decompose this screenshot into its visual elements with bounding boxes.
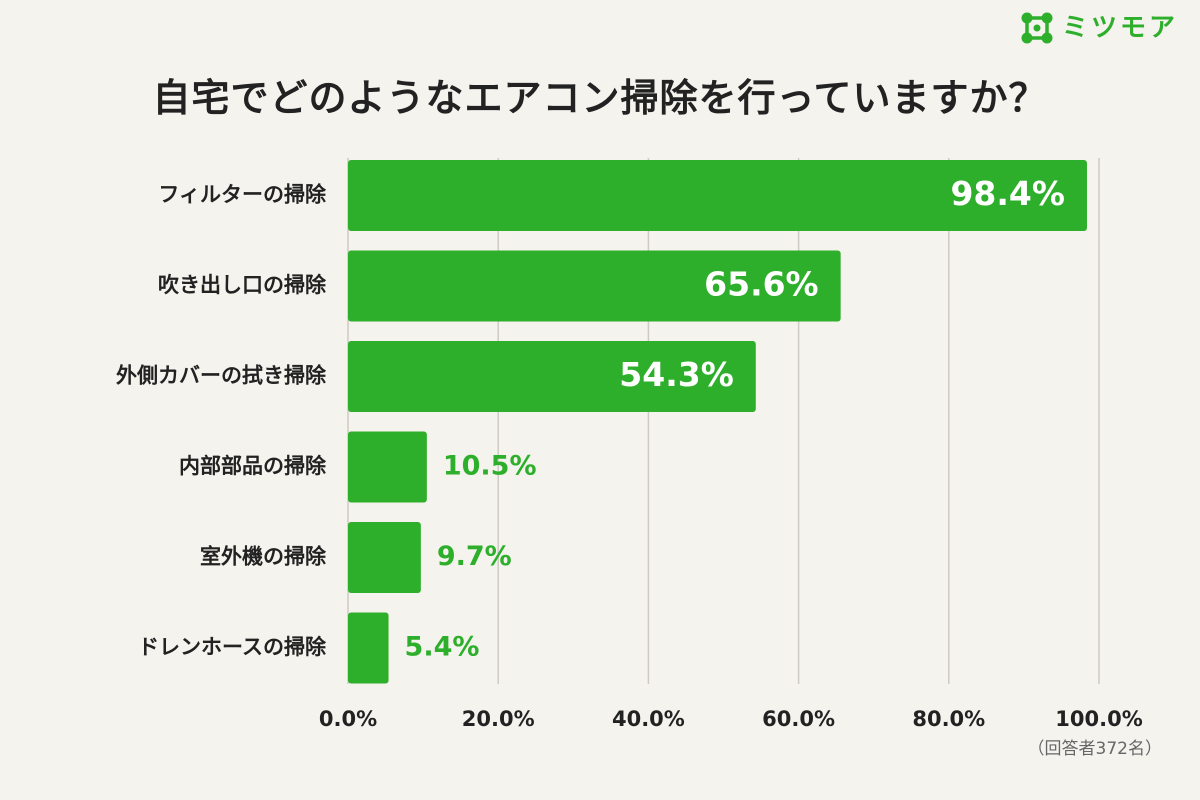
x-axis-tick-labels: 0.0% 20.0% 40.0% 60.0% 80.0% 100.0%: [319, 707, 1143, 731]
value-label: 65.6%: [704, 265, 819, 304]
value-label: 54.3%: [619, 355, 734, 394]
bar: [348, 250, 841, 322]
value-label: 9.7%: [437, 541, 512, 572]
category-label: 内部部品の掃除: [179, 454, 327, 478]
x-tick-label: 100.0%: [1055, 707, 1142, 731]
chart-title: 自宅でどのようなエアコン掃除を行っていますか？: [152, 76, 1048, 120]
bar: [348, 160, 1087, 231]
bars: [348, 160, 1087, 684]
mitsumore-logo-icon: [1021, 12, 1053, 44]
value-label: 98.4%: [950, 174, 1065, 213]
bar: [348, 341, 756, 412]
x-tick-label: 20.0%: [462, 707, 535, 731]
category-label: フィルターの掃除: [158, 183, 327, 207]
x-tick-label: 0.0%: [319, 707, 377, 731]
brand-logo: ミツモア: [1020, 6, 1178, 50]
value-label: 10.5%: [443, 451, 537, 482]
category-labels: フィルターの掃除吹き出し口の掃除外側カバーの拭き掃除内部部品の掃除室外機の掃除ド…: [116, 183, 327, 660]
gridlines: [347, 158, 1100, 684]
category-label: 外側カバーの拭き掃除: [116, 364, 327, 388]
value-labels: 98.4% 65.6% 54.3% 10.5% 9.7% 5.4%: [405, 174, 1065, 663]
x-tick-label: 40.0%: [612, 707, 685, 731]
bar: [348, 431, 427, 503]
respondent-count-note: （回答者372名）: [1027, 739, 1162, 759]
category-label: 吹き出し口の掃除: [158, 273, 327, 297]
category-label: ドレンホースの掃除: [138, 635, 327, 659]
bar: [348, 522, 421, 593]
brand-name: ミツモア: [1061, 13, 1178, 43]
x-tick-label: 80.0%: [912, 707, 985, 731]
x-tick-label: 60.0%: [762, 707, 835, 731]
bar: [348, 612, 389, 684]
value-label: 5.4%: [405, 632, 480, 663]
category-label: 室外機の掃除: [200, 545, 327, 569]
